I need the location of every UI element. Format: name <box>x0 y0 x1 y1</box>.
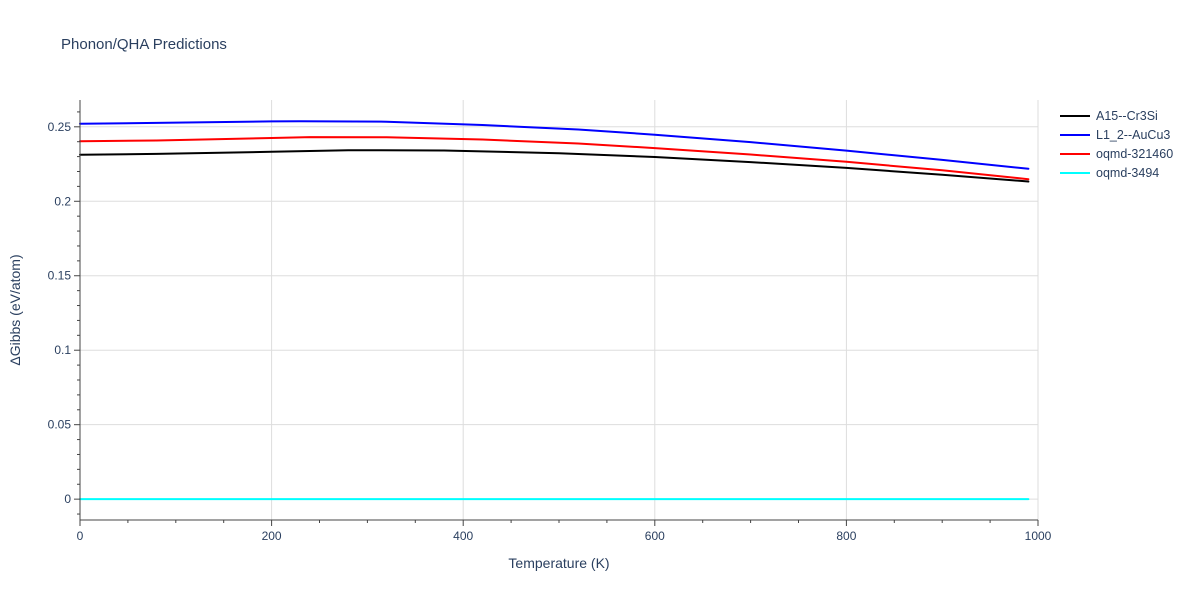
series-line-oqmd-321460 <box>79 136 1030 181</box>
legend-swatch <box>1060 133 1090 136</box>
grid <box>80 100 1039 520</box>
x-tick-label: 600 <box>645 529 665 543</box>
legend-item[interactable]: oqmd-3494 <box>1060 163 1173 182</box>
legend-swatch <box>1060 152 1090 155</box>
x-tick-label: 800 <box>836 529 856 543</box>
chart-title: Phonon/QHA Predictions <box>61 36 227 53</box>
y-tick-label: 0.1 <box>54 343 71 357</box>
x-tick-label: 0 <box>77 529 84 543</box>
series-line-l1-2-aucu3 <box>79 120 1030 170</box>
y-tick-label: 0.15 <box>48 269 72 283</box>
y-tick-label: 0.25 <box>48 120 72 134</box>
axes: 0 200 400 600 800 1000 0 0.05 0.1 0.15 0.2 0.25 <box>48 100 1052 543</box>
legend-swatch <box>1060 171 1090 174</box>
series-line-a15-cr3si <box>79 149 1030 183</box>
legend-label: oqmd-3494 <box>1096 165 1160 180</box>
y-tick-label: 0.2 <box>54 194 71 208</box>
legend-label: A15--Cr3Si <box>1096 108 1158 123</box>
x-tick-label: 200 <box>262 529 282 543</box>
y-tick-label: 0 <box>64 492 71 506</box>
legend-label: oqmd-321460 <box>1096 146 1174 161</box>
y-axis-title: ΔGibbs (eV/atom) <box>7 254 23 365</box>
legend-item[interactable]: A15--Cr3Si <box>1060 106 1173 125</box>
legend: A15--Cr3Si L1_2--AuCu3 oqmd-321460 oqmd-349… <box>1060 106 1173 182</box>
x-tick-label: 1000 <box>1025 529 1052 543</box>
y-tick-label: 0.05 <box>48 418 72 432</box>
x-tick-label: 400 <box>453 529 473 543</box>
legend-swatch <box>1060 114 1090 117</box>
legend-item[interactable]: L1_2--AuCu3 <box>1060 125 1173 144</box>
legend-label: L1_2--AuCu3 <box>1096 127 1171 142</box>
x-axis-title: Temperature (K) <box>508 555 609 571</box>
legend-item[interactable]: oqmd-321460 <box>1060 144 1173 163</box>
series-lines <box>79 120 1030 501</box>
